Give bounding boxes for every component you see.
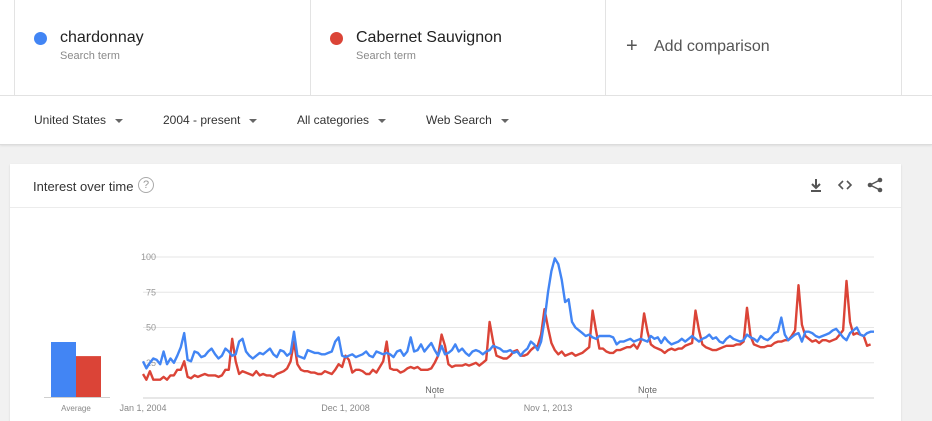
y-tick-label: 100 (141, 252, 156, 262)
x-tick-label: Jan 1, 2004 (119, 403, 166, 413)
region-value: United States (34, 113, 107, 127)
time-range-value: 2004 - present (163, 113, 241, 127)
x-tick-label: Dec 1, 2008 (321, 403, 370, 413)
region-dropdown[interactable]: United States (34, 113, 124, 127)
average-bar (51, 342, 76, 397)
comparison-bar: chardonnay Search term Cabernet Sauvigno… (0, 0, 932, 96)
category-dropdown[interactable]: All categories (297, 113, 387, 127)
term-name: chardonnay (60, 29, 144, 46)
add-comparison-button[interactable]: + Add comparison (605, 0, 902, 96)
card-title: Interest over time (33, 179, 134, 194)
average-label: Average (61, 404, 91, 413)
plus-icon: + (626, 35, 638, 57)
chevron-down-icon (378, 118, 387, 123)
y-tick-label: 75 (146, 287, 156, 297)
embed-icon[interactable] (836, 176, 854, 194)
series-color-dot (34, 32, 47, 45)
add-comparison-label: Add comparison (654, 38, 770, 55)
share-icon[interactable] (866, 176, 884, 194)
category-value: All categories (297, 113, 370, 127)
term-name: Cabernet Sauvignon (356, 29, 502, 46)
chevron-down-icon (500, 118, 509, 123)
annotation-label: Note (638, 385, 657, 395)
chevron-down-icon (115, 118, 124, 123)
search-type-dropdown[interactable]: Web Search (426, 113, 509, 127)
y-tick-label: 50 (146, 323, 156, 333)
help-icon[interactable]: ? (138, 177, 154, 193)
average-bar (76, 356, 101, 397)
term-type: Search term (60, 50, 120, 62)
series-color-dot (330, 32, 343, 45)
series-line (141, 279, 872, 381)
x-tick-label: Nov 1, 2013 (524, 403, 573, 413)
time-range-dropdown[interactable]: 2004 - present (163, 113, 258, 127)
filters-bar: United States 2004 - present All categor… (0, 96, 932, 145)
series-line (141, 257, 874, 370)
chevron-down-icon (249, 118, 258, 123)
card-header: Interest over time ? (10, 164, 901, 208)
annotation-label: Note (425, 385, 444, 395)
search-type-value: Web Search (426, 113, 492, 127)
search-term-cabernet-sauvignon[interactable]: Cabernet Sauvignon Search term (310, 0, 605, 96)
download-icon[interactable] (807, 176, 825, 194)
search-term-chardonnay[interactable]: chardonnay Search term (14, 0, 310, 96)
term-type: Search term (356, 50, 416, 62)
